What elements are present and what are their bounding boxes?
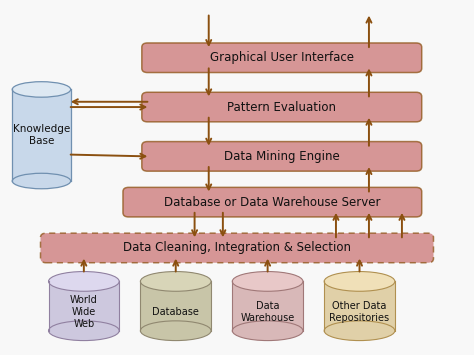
Polygon shape — [48, 282, 119, 331]
FancyBboxPatch shape — [142, 92, 422, 122]
Polygon shape — [232, 282, 303, 331]
Text: Knowledge
Base: Knowledge Base — [13, 125, 70, 146]
Ellipse shape — [48, 321, 119, 340]
Bar — [12, 89, 71, 181]
Text: World
Wide
Web: World Wide Web — [70, 295, 98, 329]
Polygon shape — [140, 282, 211, 331]
Text: Data Cleaning, Integration & Selection: Data Cleaning, Integration & Selection — [123, 241, 351, 255]
Ellipse shape — [324, 321, 395, 340]
Text: Database: Database — [152, 307, 199, 317]
Text: Pattern Evaluation: Pattern Evaluation — [227, 100, 336, 114]
FancyBboxPatch shape — [142, 43, 422, 72]
Ellipse shape — [324, 272, 395, 291]
Text: Other Data
Repositories: Other Data Repositories — [329, 301, 390, 323]
Ellipse shape — [232, 321, 303, 340]
Text: Data
Warehouse: Data Warehouse — [240, 301, 295, 323]
Ellipse shape — [12, 82, 71, 97]
Ellipse shape — [232, 272, 303, 291]
FancyBboxPatch shape — [123, 187, 422, 217]
Polygon shape — [324, 282, 395, 331]
Text: Database or Data Warehouse Server: Database or Data Warehouse Server — [164, 196, 381, 209]
Ellipse shape — [140, 321, 211, 340]
Ellipse shape — [12, 173, 71, 189]
FancyBboxPatch shape — [40, 233, 434, 263]
Ellipse shape — [48, 272, 119, 291]
Text: Data Mining Engine: Data Mining Engine — [224, 150, 340, 163]
Text: Graphical User Interface: Graphical User Interface — [210, 51, 354, 64]
Ellipse shape — [140, 272, 211, 291]
FancyBboxPatch shape — [142, 142, 422, 171]
